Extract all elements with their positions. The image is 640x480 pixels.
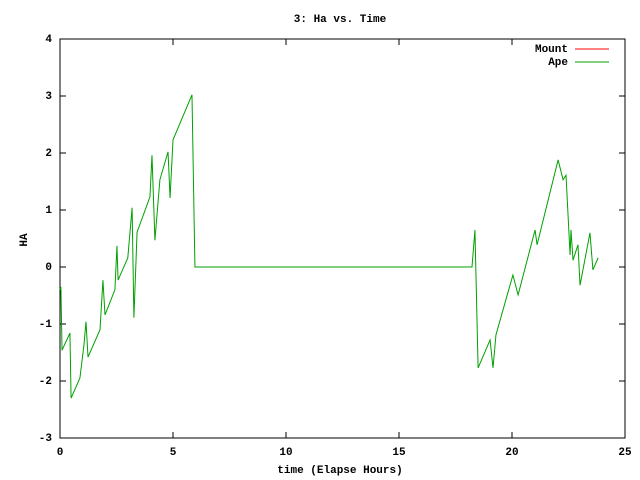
y-tick-label: 3 bbox=[45, 91, 52, 103]
x-tick-label: 0 bbox=[57, 447, 64, 459]
y-axis-label: HA bbox=[19, 233, 31, 247]
y-tick-label: 1 bbox=[45, 205, 52, 217]
x-tick-label: 25 bbox=[618, 447, 632, 459]
y-tick-label: -3 bbox=[39, 433, 53, 445]
plot-frame bbox=[59, 38, 626, 439]
y-tick-label: -1 bbox=[39, 319, 53, 331]
y-tick-label: -2 bbox=[39, 376, 52, 388]
y-tick-label: 4 bbox=[45, 34, 52, 46]
y-tick-label: 2 bbox=[45, 148, 52, 160]
x-tick-label: 10 bbox=[279, 447, 292, 459]
chart-title: 3: Ha vs. Time bbox=[294, 14, 387, 26]
x-tick-label: 5 bbox=[170, 447, 177, 459]
legend-label: Mount bbox=[535, 44, 568, 56]
legend-label: Ape bbox=[548, 57, 568, 69]
x-tick-label: 15 bbox=[392, 447, 406, 459]
x-axis-label: time (Elapse Hours) bbox=[277, 465, 402, 477]
data-line bbox=[59, 94, 599, 399]
y-tick-label: 0 bbox=[45, 262, 52, 274]
x-tick-label: 20 bbox=[505, 447, 518, 459]
